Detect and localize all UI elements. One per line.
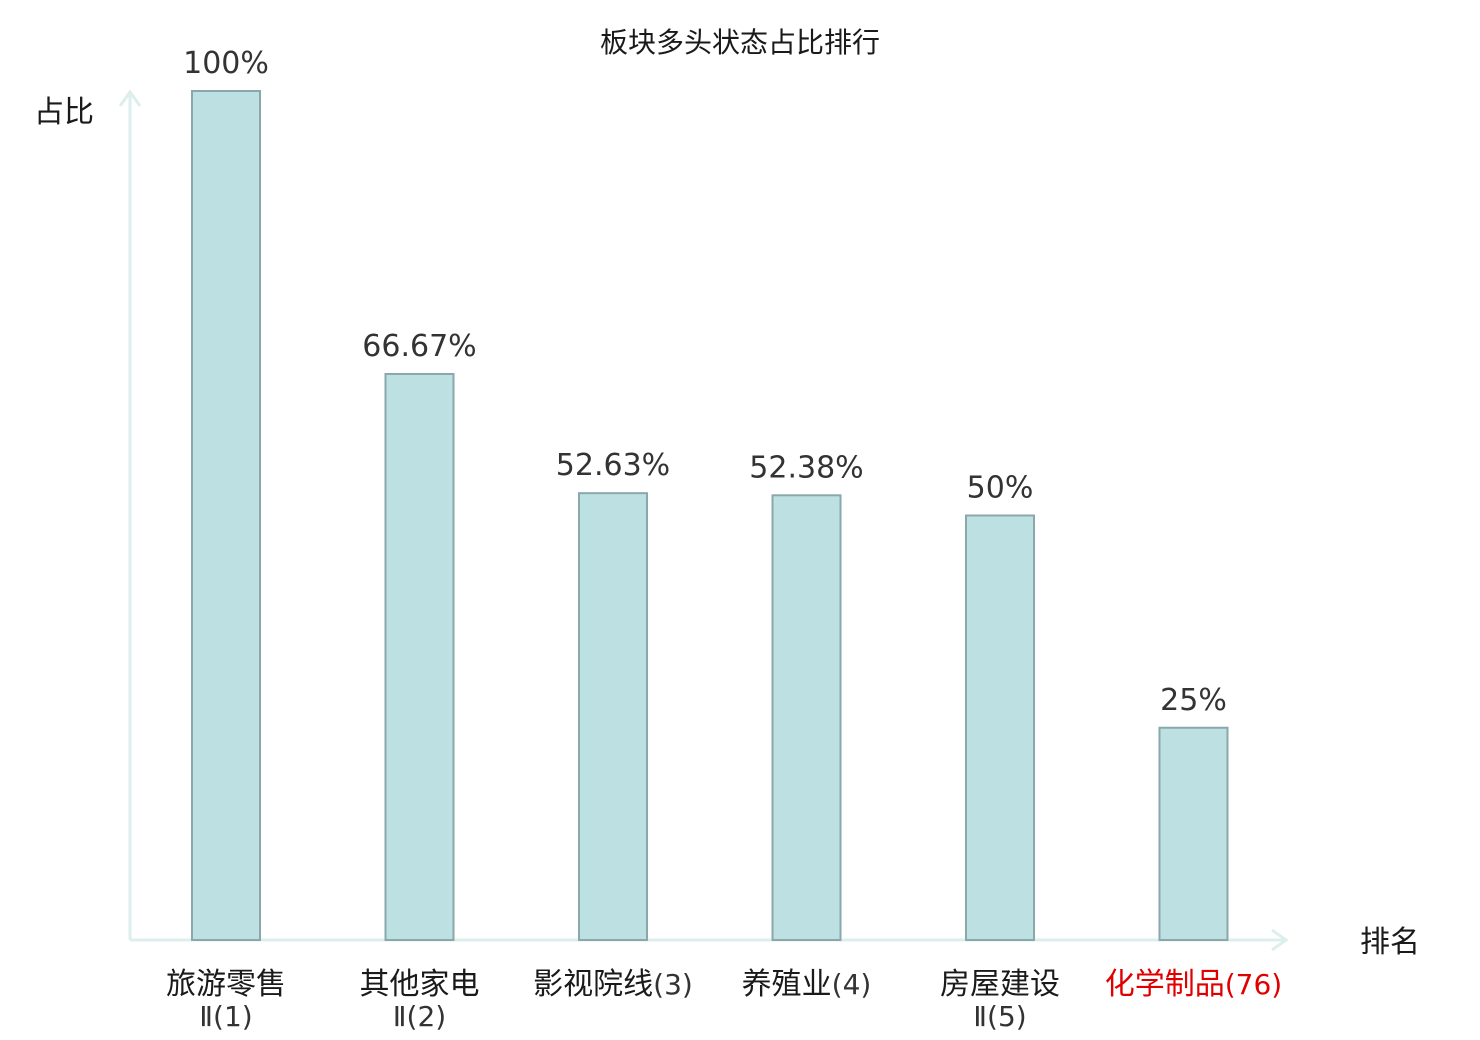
x-axis-label: 排名 <box>1360 925 1420 960</box>
category-rank: (4) <box>832 968 872 1001</box>
chart-title: 板块多头状态占比排行 <box>600 26 880 59</box>
y-axis-arrow <box>118 89 142 107</box>
category-label: 旅游零售 <box>166 967 286 1002</box>
category-label: 其他家电 <box>360 967 480 1002</box>
category-name: 养殖业 <box>742 967 832 1002</box>
bar <box>578 492 648 941</box>
bar-value-label: 50% <box>967 471 1034 506</box>
bar-value-label: 25% <box>1160 683 1227 718</box>
bar <box>771 494 842 941</box>
category-name: 化学制品 <box>1105 967 1225 1002</box>
bar <box>384 372 455 942</box>
category-label: 影视院线(3) <box>533 967 693 1002</box>
bar <box>191 90 261 941</box>
bars-group <box>191 90 1229 942</box>
category-rank: (3) <box>653 968 693 1001</box>
bar <box>965 514 1035 941</box>
value-labels-group: 100% 66.67% 52.63% 52.38% 50% 25% <box>183 46 1227 718</box>
category-rank-label: Ⅱ(2) <box>393 1000 446 1033</box>
category-label: 房屋建设 <box>940 967 1060 1002</box>
category-name: 影视院线 <box>533 967 653 1002</box>
x-axis-arrow <box>1271 928 1289 952</box>
category-label: 养殖业(4) <box>742 967 872 1002</box>
bar-value-label: 52.38% <box>749 450 863 485</box>
bar <box>1158 726 1229 941</box>
category-rank-label: Ⅱ(5) <box>973 1000 1026 1033</box>
bar-value-label: 100% <box>183 46 269 81</box>
category-rank: (76) <box>1225 968 1282 1001</box>
bar-value-label: 52.63% <box>556 448 670 483</box>
category-rank-label: Ⅱ(1) <box>199 1000 252 1033</box>
y-axis-label: 占比 <box>34 95 94 130</box>
bar-value-label: 66.67% <box>362 329 476 364</box>
category-label: 化学制品(76) <box>1105 967 1282 1002</box>
